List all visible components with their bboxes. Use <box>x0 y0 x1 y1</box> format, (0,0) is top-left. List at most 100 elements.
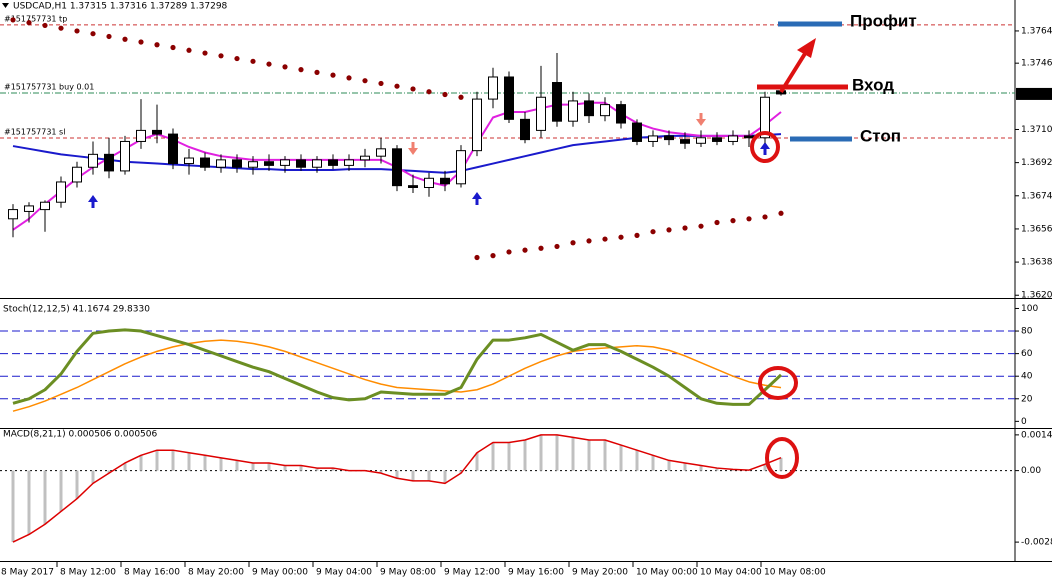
macd-bar <box>699 465 703 471</box>
x-tick-label: 8 May 2017 <box>1 568 54 578</box>
sar-dot <box>394 83 400 89</box>
y-tick-label: 1.36745 <box>1021 191 1052 201</box>
highlight-circle <box>750 131 780 163</box>
macd-bar <box>315 468 319 471</box>
sar-dot <box>138 39 144 45</box>
x-tick-label: 10 May 00:00 <box>636 568 698 578</box>
x-tick-label: 10 May 04:00 <box>700 568 762 578</box>
macd-bar <box>139 455 143 471</box>
macd-bar <box>443 470 447 484</box>
candle-body <box>376 148 386 157</box>
candle-body <box>632 122 642 142</box>
sar-dot <box>314 69 320 75</box>
macd-bar <box>491 442 495 471</box>
candle-body <box>136 129 146 142</box>
macd-bar <box>427 470 431 481</box>
annotation: Профит <box>850 11 917 30</box>
stoch-line <box>12 339 782 412</box>
candle-body <box>56 181 66 203</box>
sar-dot <box>586 238 592 244</box>
sar-dot <box>426 89 432 95</box>
candle-body <box>328 159 338 166</box>
macd-bar <box>603 439 607 471</box>
candle-body <box>600 104 610 117</box>
sar-dot <box>698 223 704 229</box>
sar-dot <box>362 78 368 84</box>
up-arrow <box>472 192 482 205</box>
sar-dot <box>746 216 752 222</box>
candle-body <box>280 159 290 166</box>
sar-dot <box>634 232 640 238</box>
candle-body <box>440 177 450 185</box>
macd-bar <box>123 462 127 471</box>
sar-dot <box>250 58 256 64</box>
candle-body <box>24 205 34 212</box>
candle-body <box>712 137 722 142</box>
macd-bar <box>251 462 255 471</box>
x-tick-label: 8 May 16:00 <box>124 568 180 578</box>
macd-bar <box>283 465 287 471</box>
macd-bar <box>107 470 111 474</box>
sar-dot <box>266 61 272 67</box>
candle-body <box>40 201 50 211</box>
signal-arrows <box>88 113 770 208</box>
x-tick-label: 9 May 00:00 <box>252 568 308 578</box>
x-tick-label: 9 May 08:00 <box>380 568 436 578</box>
candle-body <box>728 135 738 142</box>
sar-dot <box>122 36 128 42</box>
macd-bar <box>715 468 719 471</box>
candle-body <box>568 100 578 122</box>
indicator-title: MACD(8,21,1) 0.000506 0.000506 <box>3 430 158 440</box>
macd-bar <box>619 445 623 471</box>
down-arrow <box>696 113 706 126</box>
y-tick-label: 1.36925 <box>1021 158 1052 168</box>
candle-body <box>680 139 690 144</box>
candle-body <box>88 153 98 168</box>
sar-dot <box>74 28 80 34</box>
highlight-circle <box>765 437 799 479</box>
y-tick-label: 0.00140 <box>1021 430 1052 440</box>
sar-dot <box>10 17 16 23</box>
candle-body <box>264 161 274 166</box>
macd-bar <box>75 470 79 499</box>
candle-body <box>392 148 402 187</box>
macd-bar <box>219 457 223 471</box>
candle-body <box>72 166 82 183</box>
sar-dot <box>106 33 112 40</box>
macd-bar <box>155 450 159 471</box>
candle-body <box>584 100 594 117</box>
up-arrow <box>88 195 98 208</box>
sar-dot <box>506 249 512 255</box>
macd-bar <box>539 434 543 471</box>
macd-bar <box>91 470 95 484</box>
candle-body <box>200 157 210 168</box>
sar-dot <box>602 236 608 242</box>
candle-body <box>744 135 754 139</box>
macd-bar <box>763 464 767 471</box>
sar-dot <box>490 253 496 259</box>
candle-body <box>472 98 482 152</box>
candle-body <box>488 76 498 100</box>
sar-dot <box>554 243 560 250</box>
sar-dot <box>778 210 784 216</box>
sar-dot <box>186 47 192 53</box>
down-arrow <box>408 142 418 155</box>
sar-dot <box>666 227 672 233</box>
macd-bar <box>507 442 511 471</box>
sar-dot <box>410 86 416 92</box>
candle-body <box>648 135 658 142</box>
candle-body <box>312 159 322 168</box>
sar-dot <box>90 31 96 37</box>
macd-bar <box>635 450 639 471</box>
candle-body <box>696 137 706 144</box>
candle-body <box>184 157 194 165</box>
y-tick-label: 20 <box>1021 394 1033 404</box>
macd-bar <box>299 465 303 471</box>
macd-bar <box>411 470 415 481</box>
sar-dot <box>442 91 448 98</box>
sar-dot <box>58 25 64 31</box>
y-tick-label: 80 <box>1021 327 1033 337</box>
sar-dot <box>762 214 768 220</box>
sar-dot <box>170 44 176 51</box>
sar-dot <box>570 240 576 246</box>
